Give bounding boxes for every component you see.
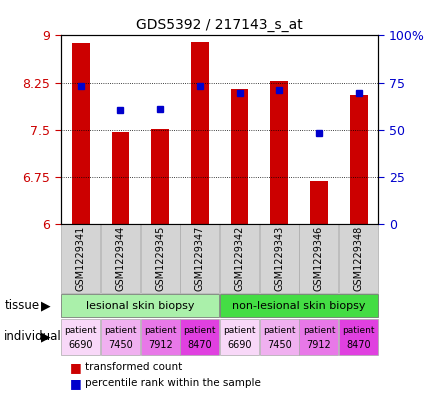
Text: transformed count: transformed count	[85, 362, 182, 372]
Bar	[101, 224, 140, 293]
Bar	[220, 294, 377, 317]
Bar	[299, 224, 338, 293]
Bar	[220, 319, 258, 355]
Bar	[111, 132, 129, 224]
Bar	[349, 95, 367, 224]
Text: tissue: tissue	[4, 299, 39, 312]
Bar	[259, 319, 298, 355]
Text: GSM1229344: GSM1229344	[115, 226, 125, 291]
Text: patient: patient	[104, 326, 136, 335]
Bar	[230, 89, 248, 224]
Bar	[101, 319, 140, 355]
Text: patient: patient	[64, 326, 97, 335]
Text: GSM1229348: GSM1229348	[353, 226, 363, 291]
Bar	[72, 43, 89, 224]
Title: GDS5392 / 217143_s_at: GDS5392 / 217143_s_at	[136, 18, 302, 31]
Text: non-lesional skin biopsy: non-lesional skin biopsy	[232, 301, 365, 310]
Bar	[180, 224, 219, 293]
Bar	[309, 181, 327, 224]
Bar	[140, 319, 179, 355]
Text: patient: patient	[223, 326, 255, 335]
Bar	[191, 42, 208, 224]
Bar	[270, 81, 287, 224]
Text: ▶: ▶	[41, 331, 51, 343]
Bar	[180, 319, 219, 355]
Bar	[299, 319, 338, 355]
Bar	[339, 224, 377, 293]
Text: patient: patient	[263, 326, 295, 335]
Text: 7450: 7450	[266, 340, 291, 350]
Bar	[61, 224, 100, 293]
Text: 7450: 7450	[108, 340, 132, 350]
Text: individual: individual	[4, 331, 62, 343]
Text: ■: ■	[69, 361, 81, 374]
Text: GSM1229345: GSM1229345	[155, 226, 165, 291]
Text: 8470: 8470	[345, 340, 370, 350]
Text: ▶: ▶	[41, 299, 51, 312]
Text: GSM1229342: GSM1229342	[234, 226, 244, 291]
Text: 7912: 7912	[306, 340, 331, 350]
Text: patient: patient	[342, 326, 374, 335]
Text: percentile rank within the sample: percentile rank within the sample	[85, 378, 260, 388]
Bar	[220, 224, 258, 293]
Bar	[61, 319, 100, 355]
Bar	[339, 319, 377, 355]
Text: ■: ■	[69, 376, 81, 389]
Text: GSM1229341: GSM1229341	[76, 226, 85, 291]
Text: patient: patient	[302, 326, 334, 335]
Text: GSM1229347: GSM1229347	[194, 226, 204, 291]
Text: GSM1229346: GSM1229346	[313, 226, 323, 291]
Text: patient: patient	[144, 326, 176, 335]
Text: 8470: 8470	[187, 340, 212, 350]
Text: lesional skin biopsy: lesional skin biopsy	[86, 301, 194, 310]
Text: 6690: 6690	[68, 340, 93, 350]
Bar	[140, 224, 179, 293]
Bar	[61, 294, 219, 317]
Bar	[259, 224, 298, 293]
Text: GSM1229343: GSM1229343	[273, 226, 283, 291]
Text: 6690: 6690	[227, 340, 251, 350]
Text: 7912: 7912	[148, 340, 172, 350]
Bar	[151, 129, 169, 224]
Text: patient: patient	[183, 326, 216, 335]
